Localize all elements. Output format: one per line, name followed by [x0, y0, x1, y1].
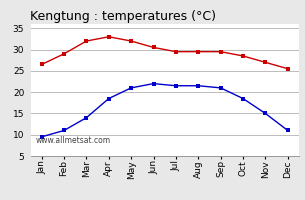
- Text: www.allmetsat.com: www.allmetsat.com: [36, 136, 111, 145]
- Text: Kengtung : temperatures (°C): Kengtung : temperatures (°C): [30, 10, 217, 23]
